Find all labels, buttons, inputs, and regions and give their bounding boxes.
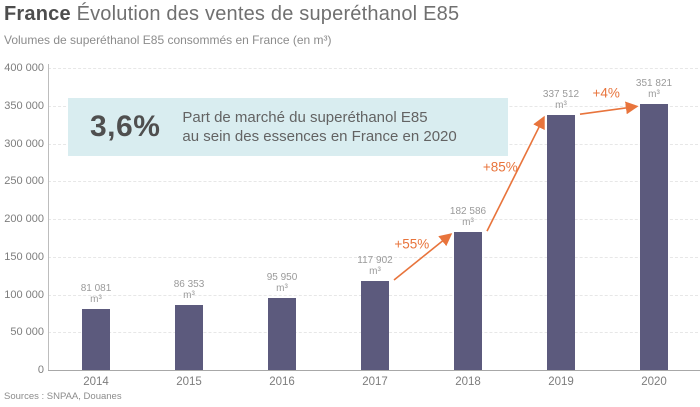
y-axis-tick-label: 100 000 <box>4 288 44 301</box>
title-region: France <box>4 3 71 25</box>
bar-unit: m³ <box>648 89 660 101</box>
x-axis-tick-label: 2014 <box>83 376 109 388</box>
x-axis-tick-label: 2020 <box>641 376 667 388</box>
x-axis-tick-label: 2018 <box>455 376 481 388</box>
gridline <box>48 68 698 69</box>
bar-2020 <box>640 104 668 370</box>
bar-value: 81 081 <box>80 282 112 294</box>
bar-value: 86 353 <box>173 278 205 290</box>
bar-value: 337 512 <box>542 89 580 101</box>
x-axis-line <box>48 370 700 371</box>
y-axis-tick-label: 400 000 <box>4 62 44 74</box>
bar-value-label: 182 586 m³ <box>426 206 510 228</box>
bar-value: 95 950 <box>266 271 298 283</box>
x-axis-tick-label: 2016 <box>269 376 295 388</box>
x-axis-tick-label: 2017 <box>362 376 388 388</box>
bar-2018 <box>454 232 482 370</box>
growth-percentage-label: +4% <box>592 85 620 101</box>
bar-value-label: 351 821 m³ <box>612 78 696 100</box>
bar-value-label: 117 902 m³ <box>333 255 417 277</box>
gridline <box>48 181 698 183</box>
bar-unit: m³ <box>555 100 567 112</box>
bar-value-label: 86 353 m³ <box>147 279 231 301</box>
bar-unit: m³ <box>90 293 102 305</box>
source-note: Sources : SNPAA, Douanes <box>4 391 122 402</box>
bar-value-label: 95 950 m³ <box>240 272 324 294</box>
y-axis-tick-label: 200 000 <box>4 213 44 225</box>
y-axis-tick-label: 250 000 <box>4 175 44 188</box>
y-axis-tick-label: 150 000 <box>4 250 44 263</box>
chart-subtitle: Volumes de superéthanol E85 consommés en… <box>4 33 332 47</box>
growth-percentage-label: +85% <box>482 159 518 175</box>
bar-unit: m³ <box>183 289 195 301</box>
bar-2015 <box>175 304 203 370</box>
y-axis-tick-label: 50 000 <box>10 326 44 339</box>
bar-unit: m³ <box>276 282 288 294</box>
y-axis-line <box>48 64 49 370</box>
y-axis-tick-label: 0 <box>37 364 44 376</box>
callout-description: Part de marché du superéthanol E85 au se… <box>182 108 456 146</box>
bar-value: 182 586 <box>449 206 487 218</box>
gridline <box>48 219 698 220</box>
growth-percentage-label: +55% <box>394 236 430 252</box>
callout-box: 3,6% Part de marché du superéthanol E85 … <box>68 98 508 156</box>
callout-line2: au sein des essences en France en 2020 <box>182 128 457 145</box>
y-axis-tick-label: 350 000 <box>4 99 44 112</box>
bar-2014 <box>82 308 110 370</box>
bar-value-label: 337 512 m³ <box>519 89 603 111</box>
bar-unit: m³ <box>369 265 381 277</box>
x-axis-tick-label: 2015 <box>176 376 202 388</box>
callout-line1: Part de marché du superéthanol E85 <box>182 109 428 126</box>
x-axis-tick-label: 2019 <box>548 376 574 388</box>
bar-2019 <box>547 115 575 370</box>
title-text: Évolution des ventes de superéthanol E85 <box>76 3 460 25</box>
bar-value-label: 81 081 m³ <box>54 283 138 305</box>
y-axis-tick-label: 300 000 <box>4 137 44 150</box>
callout-percentage: 3,6% <box>90 110 161 143</box>
bar-2017 <box>361 280 389 370</box>
gridline <box>48 256 698 258</box>
bar-2016 <box>268 297 296 370</box>
bar-unit: m³ <box>462 217 474 229</box>
bar-value: 351 821 <box>635 78 673 90</box>
page-title: France Évolution des ventes de superétha… <box>4 3 459 26</box>
bar-value: 117 902 <box>357 254 393 266</box>
